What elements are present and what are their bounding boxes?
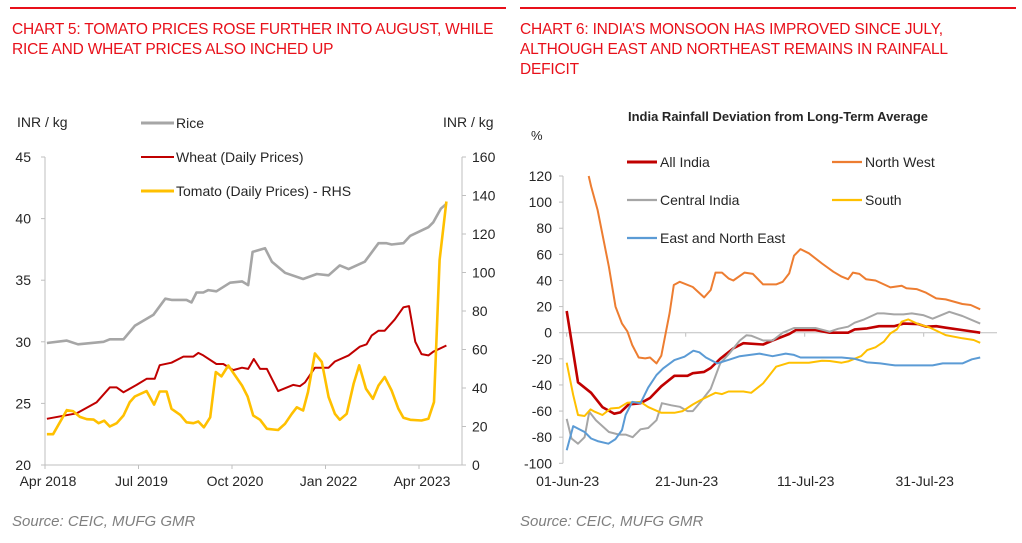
x-tick-label: Jul 2019 [115, 473, 168, 489]
x-tick-label: Apr 2023 [394, 473, 451, 489]
chart5-source: Source: CEIC, MUFG GMR [12, 513, 196, 530]
legend-label-all-india: All India [660, 154, 710, 170]
legend-label-east-and-north-east: East and North East [660, 230, 785, 246]
chart6-plot-title: India Rainfall Deviation from Long-Term … [628, 109, 928, 124]
chart6-source: Source: CEIC, MUFG GMR [520, 513, 704, 530]
y2-tick-label: 100 [472, 265, 496, 281]
left-axis-unit: INR / kg [17, 114, 68, 130]
legend-label-central-india: Central India [660, 192, 740, 208]
y2-tick-label: 80 [472, 303, 488, 319]
x-tick-label: Jan 2022 [300, 473, 358, 489]
y-tick-label: -100 [524, 455, 552, 471]
y-tick-label: 80 [536, 220, 552, 236]
y-tick-label: -60 [532, 403, 552, 419]
x-tick-label: 11-Jul-23 [777, 473, 835, 489]
x-tick-label: 31-Jul-23 [896, 473, 955, 489]
left-header-rule [10, 7, 506, 9]
y-tick-label: -20 [532, 351, 552, 367]
y2-tick-label: 140 [472, 188, 496, 204]
x-tick-label: 21-Jun-23 [655, 473, 718, 489]
y-tick-label: 35 [15, 272, 31, 288]
series-line-south [565, 318, 981, 417]
right-axis-unit: INR / kg [443, 114, 494, 130]
y-tick-label: 40 [15, 211, 31, 227]
series-line-central-india [565, 310, 981, 445]
y-tick-label: 20 [536, 299, 552, 315]
y-tick-label: 25 [15, 395, 31, 411]
y-tick-label: 20 [15, 457, 31, 473]
series-line-north-west [587, 175, 981, 365]
right-header-rule [520, 7, 1016, 9]
y2-tick-label: 160 [472, 149, 496, 165]
y-tick-label: 100 [529, 194, 553, 210]
y2-tick-label: 40 [472, 380, 488, 396]
x-tick-label: Oct 2020 [207, 473, 264, 489]
legend-label-wheat-daily-prices: Wheat (Daily Prices) [176, 149, 304, 165]
series-line-rice [46, 202, 448, 346]
chart6-title: CHART 6: INDIA’S MONSOON HAS IMPROVED SI… [520, 21, 948, 78]
y-tick-label: 40 [536, 272, 552, 288]
y-tick-label: 60 [536, 246, 552, 262]
legend-label-north-west: North West [865, 154, 935, 170]
legend-label-rice: Rice [176, 115, 204, 131]
y-tick-label: 0 [544, 325, 552, 341]
y-axis-unit: % [531, 128, 543, 143]
y-tick-label: -40 [532, 377, 552, 393]
chart5-title: CHART 5: TOMATO PRICES ROSE FURTHER INTO… [12, 21, 494, 58]
legend-label-tomato-daily-prices-rhs: Tomato (Daily Prices) - RHS [176, 183, 351, 199]
y-tick-label: 120 [529, 168, 553, 184]
series-line-tomato-daily-prices-rhs [46, 201, 448, 436]
y2-tick-label: 0 [472, 457, 480, 473]
x-tick-label: 01-Jun-23 [536, 473, 599, 489]
y2-tick-label: 120 [472, 226, 496, 242]
y2-tick-label: 20 [472, 419, 488, 435]
series-line-wheat-daily-prices [46, 305, 447, 420]
y2-tick-label: 60 [472, 342, 488, 358]
y-tick-label: -80 [532, 429, 552, 445]
y-tick-label: 30 [15, 334, 31, 350]
y-tick-label: 45 [15, 149, 31, 165]
legend-label-south: South [865, 192, 902, 208]
series-line-east-and-north-east [565, 349, 981, 451]
x-tick-label: Apr 2018 [20, 473, 77, 489]
series-line-all-india [565, 310, 981, 416]
